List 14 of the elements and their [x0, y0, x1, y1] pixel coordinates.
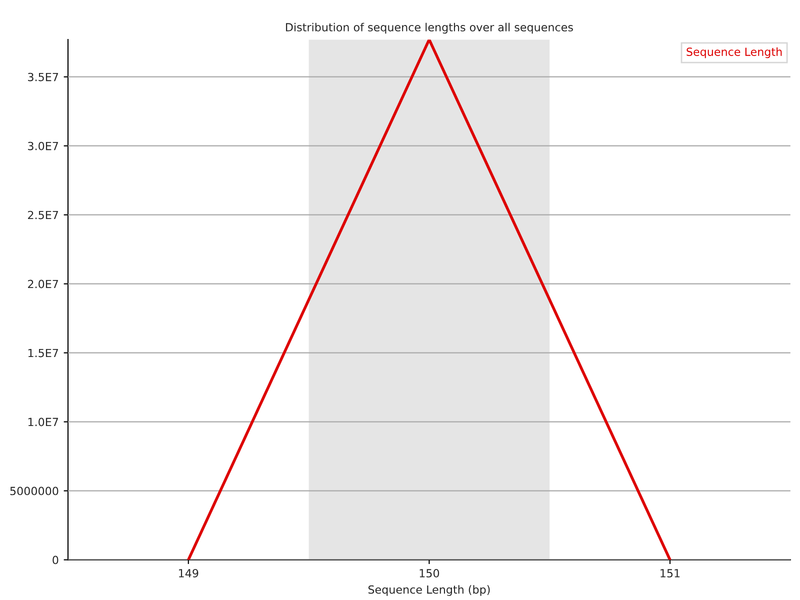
y-tick-label: 0	[52, 556, 58, 564]
y-tick-label: 2.0E7	[28, 280, 58, 288]
chart-title: Distribution of sequence lengths over all sequences	[286, 22, 573, 34]
y-tick-label: 1.5E7	[28, 348, 58, 358]
y-tick-label: 3.0E7	[28, 142, 58, 150]
x-tick-label: 149	[179, 569, 198, 578]
x-tick-label: 150	[420, 569, 440, 578]
text: Sequence Length	[686, 47, 782, 58]
x-tick-label: 151	[660, 569, 680, 578]
x-axis-title: Sequence Length (bp)	[368, 585, 490, 596]
y-tick-label: 5000000	[10, 486, 58, 496]
y-tick-label: 2.5E7	[28, 210, 58, 220]
y-tick-label: 1.0E7	[28, 418, 58, 426]
y-tick-label: 3.5E7	[28, 72, 58, 82]
